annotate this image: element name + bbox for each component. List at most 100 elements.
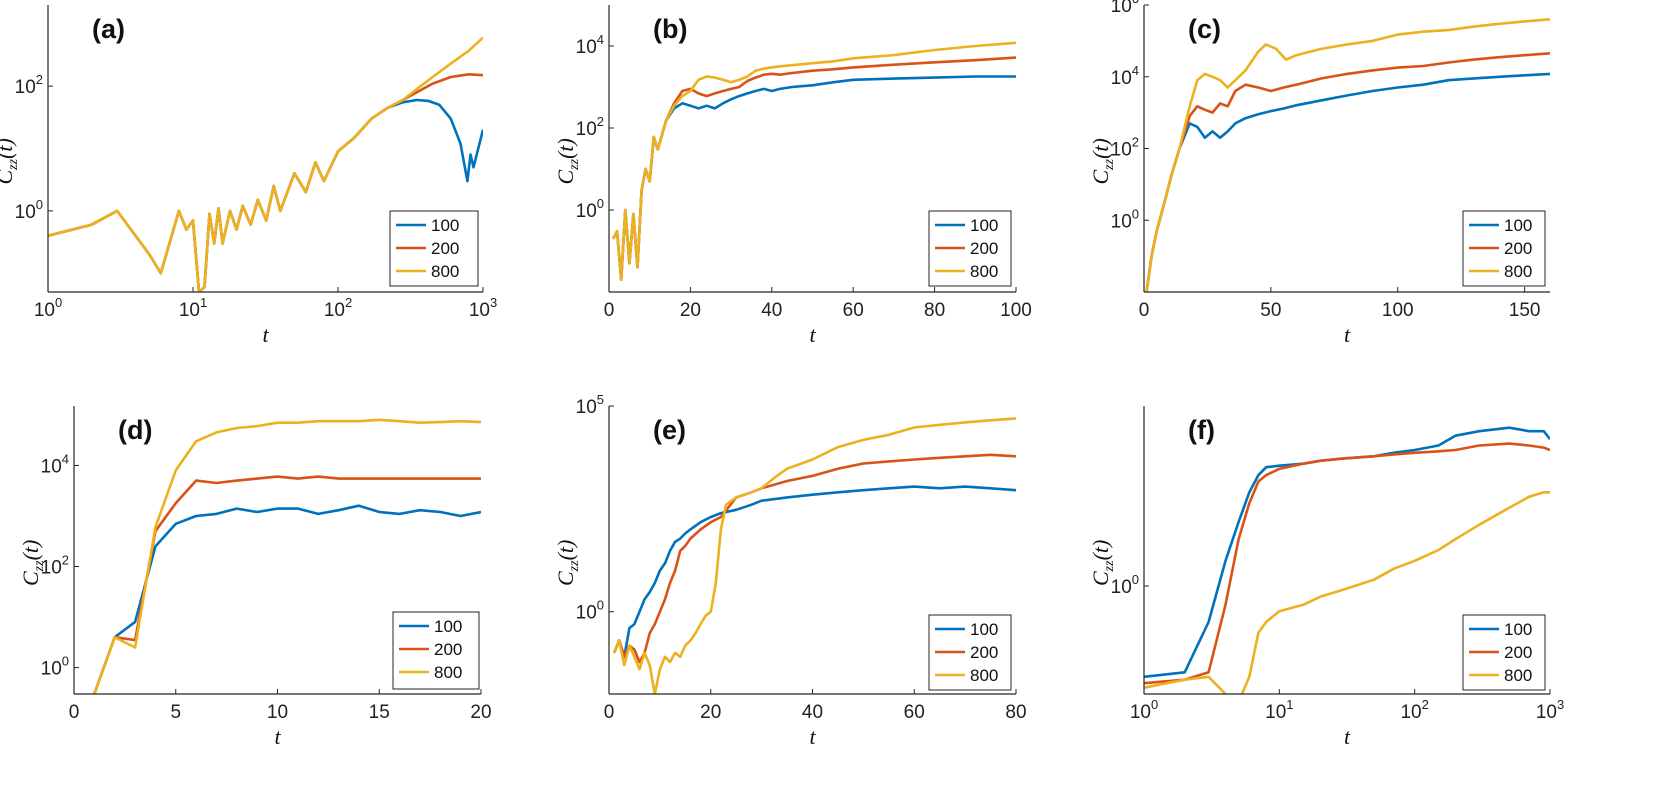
legend-label-100: 100: [970, 216, 998, 235]
y-axis-label: Czz(t): [1088, 540, 1117, 586]
legend: 100 200 800: [1462, 614, 1546, 691]
y-tick-label: 100: [15, 197, 43, 223]
x-tick-label: 50: [1260, 300, 1281, 321]
legend: 100 200 800: [928, 210, 1012, 287]
y-tick-label: 106: [1111, 0, 1139, 17]
series-line-800: [93, 418, 481, 694]
y-tick-label: 100: [576, 598, 604, 624]
panel-label: (b): [653, 14, 687, 44]
legend-label-100: 100: [1504, 216, 1532, 235]
x-tick-label: 102: [1400, 697, 1428, 723]
series-line-800: [48, 36, 483, 292]
y-tick-label: 102: [576, 114, 604, 140]
x-tick-label: 80: [924, 300, 945, 321]
x-tick-label: 100: [34, 295, 62, 321]
x-tick-label: 101: [179, 295, 207, 321]
panel-label: (a): [92, 14, 125, 44]
x-tick-label: 15: [369, 702, 390, 723]
y-tick-label: 100: [576, 196, 604, 222]
y-tick-label: 100: [1111, 572, 1139, 598]
legend-label-200: 200: [431, 239, 459, 258]
x-axis-label: t: [1344, 322, 1351, 347]
legend-label-800: 800: [970, 666, 998, 685]
y-tick-label: 102: [1111, 135, 1139, 161]
panel-label: (f): [1188, 415, 1215, 445]
series-line-200: [612, 453, 1016, 664]
legend-label-200: 200: [434, 640, 462, 659]
panel-label: (c): [1188, 14, 1221, 44]
panel-b: 0 20 40 60 80 100 100 102 104 (b) t Czz(t) 100 200 800: [553, 5, 1032, 347]
series-line-800: [1144, 490, 1550, 694]
x-axis-label: t: [809, 724, 816, 749]
x-tick-label: 10: [267, 702, 288, 723]
x-tick-label: 0: [604, 300, 615, 321]
legend-label-800: 800: [1504, 262, 1532, 281]
series-line-200: [93, 475, 481, 694]
y-axis-label: Czz(t): [553, 540, 582, 586]
legend: 100 200 800: [928, 614, 1012, 691]
panel-a: 100 101 102 103 100 102 (a) t Czz(t) 100 200 800: [0, 5, 497, 347]
x-tick-label: 103: [469, 295, 497, 321]
y-tick-label: 104: [41, 451, 69, 477]
x-tick-label: 0: [604, 702, 615, 723]
series-line-800: [612, 417, 1016, 694]
x-tick-label: 100: [1000, 300, 1032, 321]
series-line-100: [612, 485, 1016, 659]
y-tick-label: 100: [1111, 206, 1139, 232]
legend-label-100: 100: [970, 620, 998, 639]
series-line-800: [1145, 18, 1550, 292]
x-tick-label: 0: [69, 702, 80, 723]
y-tick-label: 102: [41, 553, 69, 579]
x-tick-label: 100: [1382, 300, 1414, 321]
x-tick-label: 103: [1536, 697, 1564, 723]
y-tick-label: 105: [576, 392, 604, 418]
panel-label: (e): [653, 415, 686, 445]
legend-label-200: 200: [970, 643, 998, 662]
x-tick-label: 20: [680, 300, 701, 321]
legend-label-200: 200: [970, 239, 998, 258]
legend-label-800: 800: [431, 262, 459, 281]
legend: 100 200 800: [1462, 210, 1546, 287]
x-tick-label: 102: [324, 295, 352, 321]
x-tick-label: 5: [170, 702, 181, 723]
legend-label-100: 100: [1504, 620, 1532, 639]
y-axis-label: Czz(t): [0, 138, 21, 184]
x-tick-label: 40: [761, 300, 782, 321]
x-tick-label: 20: [700, 702, 721, 723]
legend-label-800: 800: [434, 663, 462, 682]
panel-e: 0 20 40 60 80 100 105 (e) t Czz(t) 100 200 800: [553, 392, 1027, 749]
panel-label: (d): [118, 415, 152, 445]
x-axis-label: t: [262, 322, 269, 347]
x-tick-label: 101: [1265, 697, 1293, 723]
x-tick-label: 150: [1509, 300, 1541, 321]
legend: 100 200 800: [392, 611, 480, 690]
x-tick-label: 60: [843, 300, 864, 321]
legend-label-100: 100: [431, 216, 459, 235]
panel-c: 0 50 100 150 100 102 104 106 (c) t Czz(t) 100 200 800: [1088, 0, 1550, 347]
x-tick-label: 40: [802, 702, 823, 723]
x-tick-label: 60: [904, 702, 925, 723]
legend-label-800: 800: [1504, 666, 1532, 685]
y-tick-label: 104: [576, 32, 604, 58]
x-axis-label: t: [809, 322, 816, 347]
y-axis-label: Czz(t): [553, 138, 582, 184]
x-tick-label: 80: [1005, 702, 1026, 723]
legend-label-100: 100: [434, 617, 462, 636]
x-axis-label: t: [274, 724, 281, 749]
x-tick-label: 100: [1130, 697, 1158, 723]
legend-label-200: 200: [1504, 643, 1532, 662]
x-axis-label: t: [1344, 724, 1351, 749]
y-axis-label: Czz(t): [1088, 138, 1117, 184]
y-axis-label: Czz(t): [18, 540, 47, 586]
legend-label-200: 200: [1504, 239, 1532, 258]
x-tick-label: 0: [1139, 300, 1150, 321]
x-tick-label: 20: [470, 702, 491, 723]
legend: 100 200 800: [389, 210, 479, 287]
y-tick-label: 100: [41, 654, 69, 680]
y-tick-label: 104: [1111, 63, 1139, 89]
series-line-200: [1144, 442, 1550, 685]
series-line-800: [611, 41, 1016, 282]
legend-label-800: 800: [970, 262, 998, 281]
